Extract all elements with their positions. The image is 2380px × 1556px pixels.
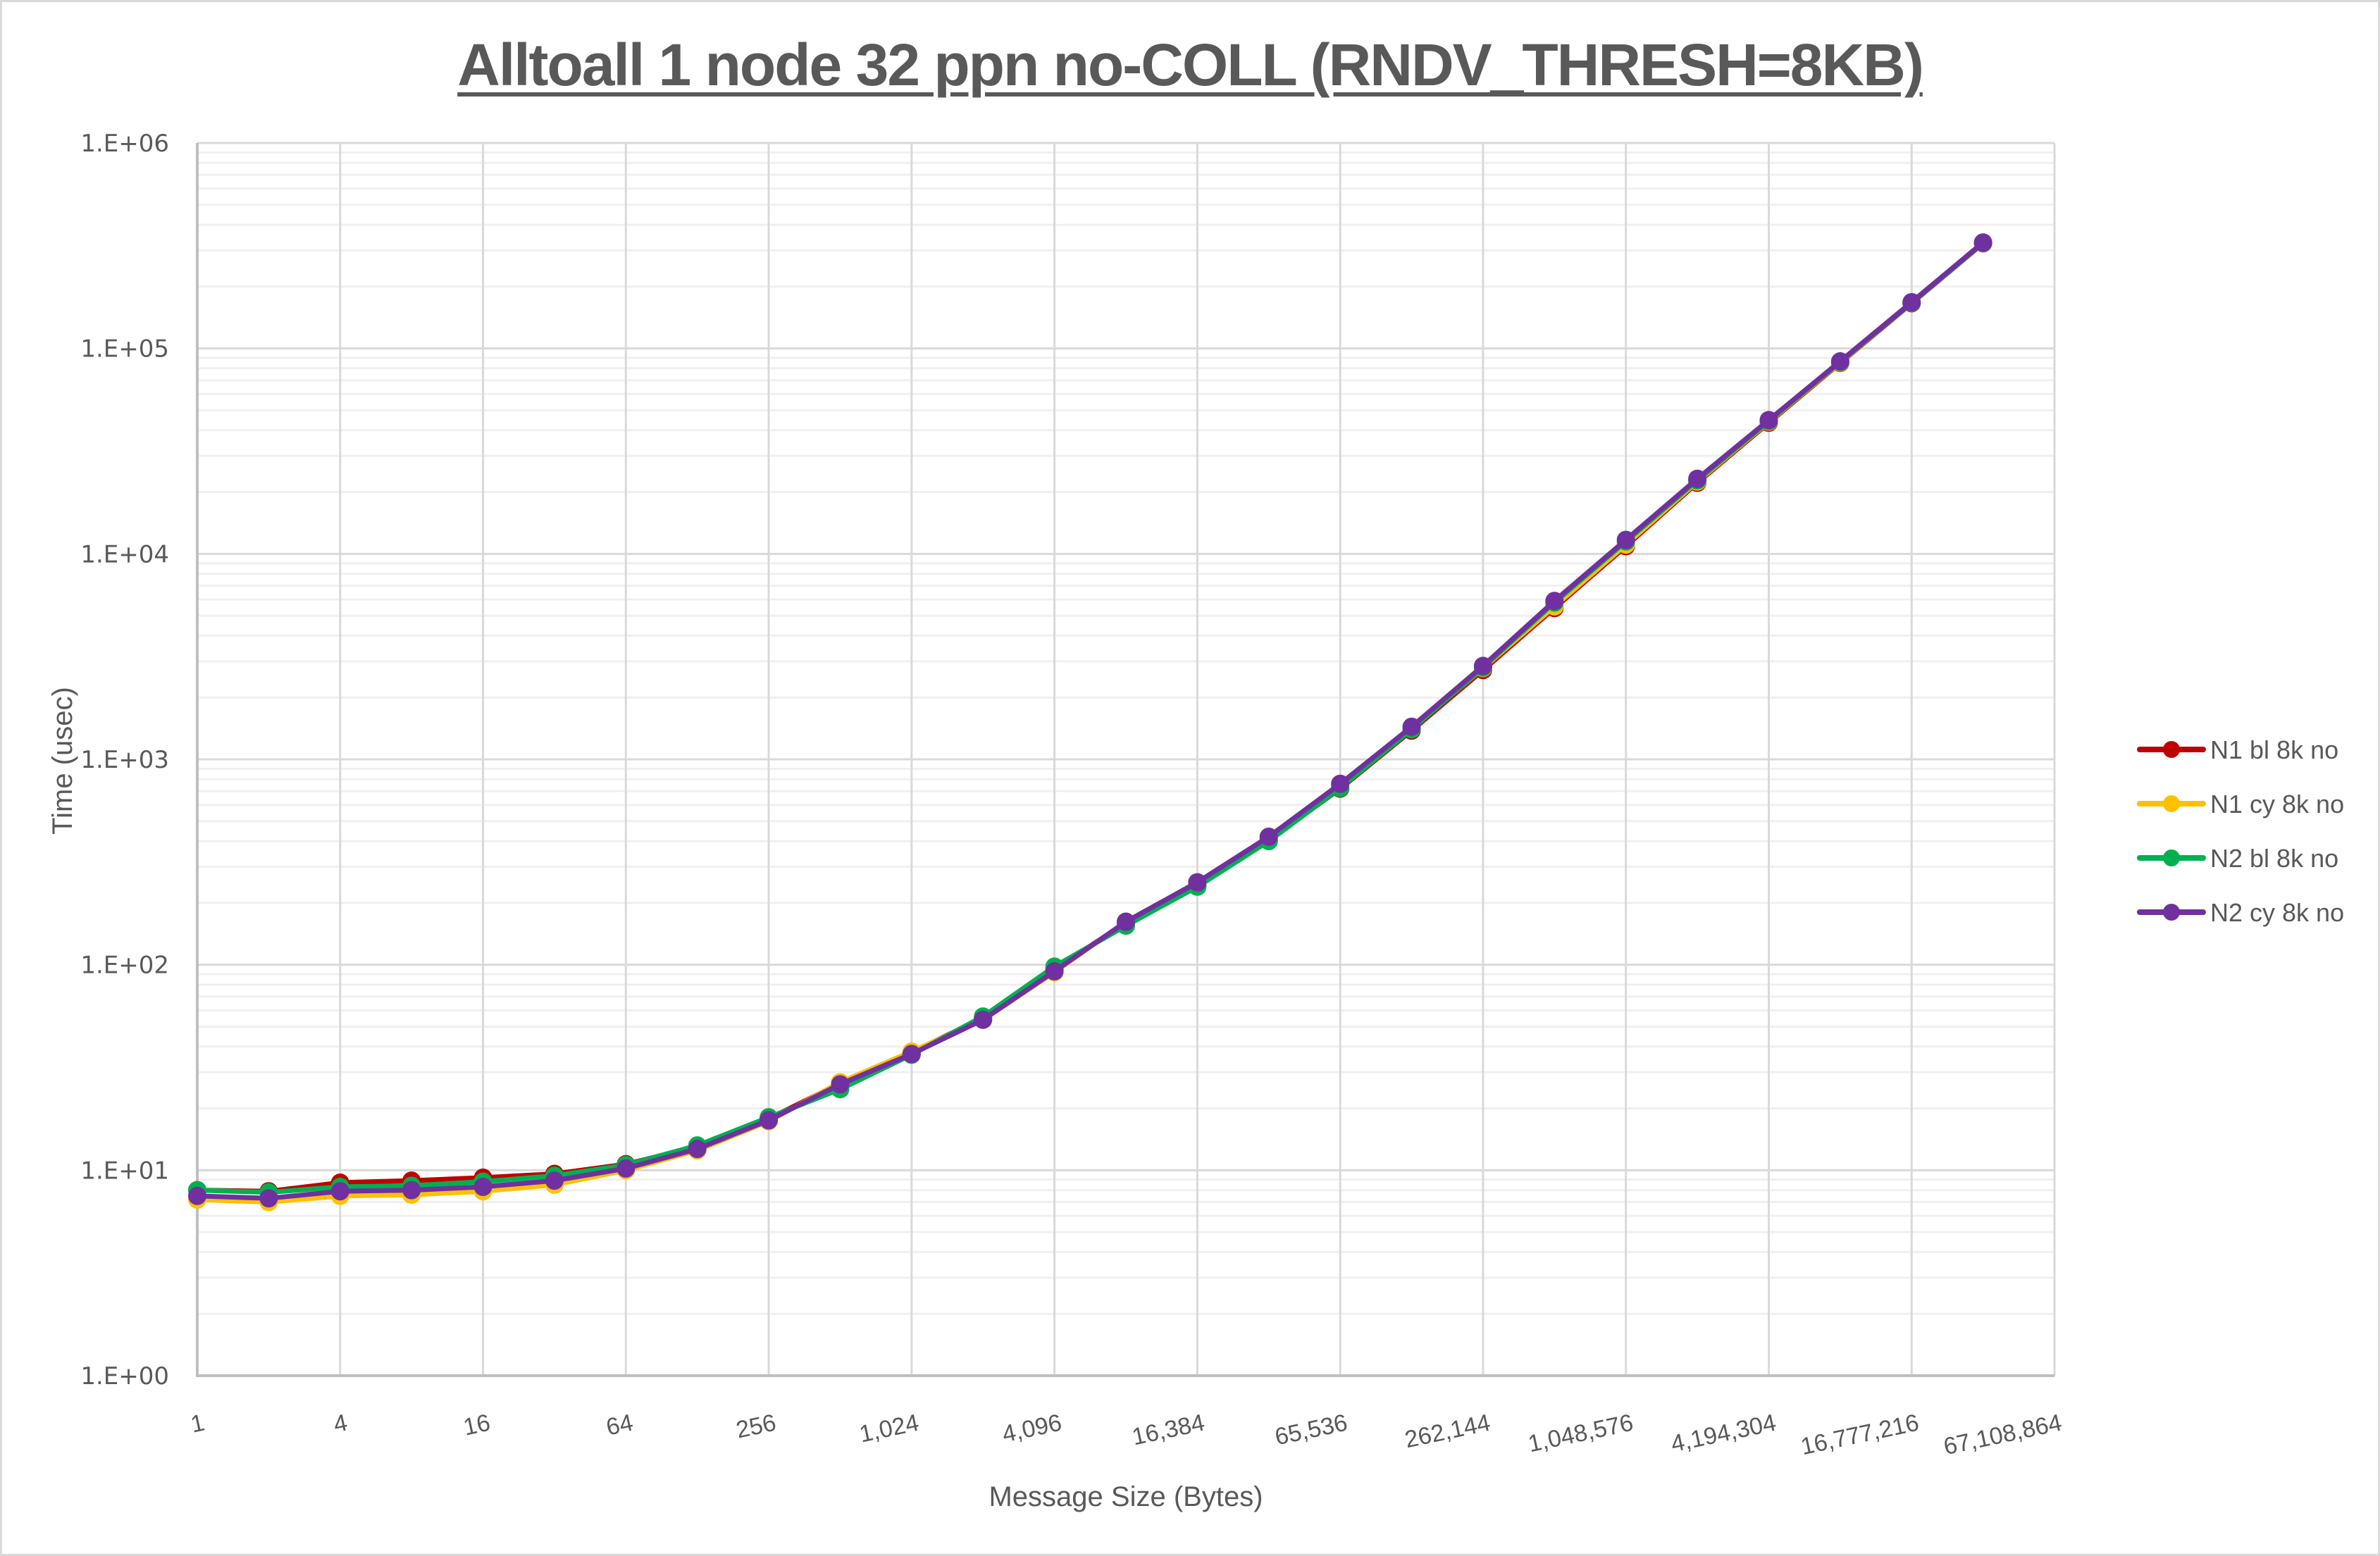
data-point-marker	[1830, 352, 1849, 371]
x-tick-label: 256	[733, 1409, 778, 1444]
series-line	[197, 240, 1985, 1201]
series-n1-bl-8k-no	[188, 234, 1992, 1201]
data-point-marker	[974, 1010, 993, 1029]
y-axis-tick-labels: 1.E+00 1.E+01 1.E+02 1.E+03 1.E+04 1.E+05 1.E+…	[80, 130, 169, 1390]
y-tick-label: 1.E+02	[80, 952, 169, 980]
legend: N1 bl 8k no N1 cy 8k no N2 bl 8k no N2 cy 8…	[2137, 735, 2344, 927]
minor-gridlines	[197, 151, 2054, 1315]
data-point-marker	[1402, 717, 1421, 736]
x-tick-label: 262,144	[1402, 1409, 1492, 1454]
x-tick-label: 65,536	[1272, 1409, 1350, 1451]
data-point-marker	[1188, 873, 1207, 892]
x-tick-label: 64	[604, 1409, 636, 1441]
y-axis-title: Time (usec)	[47, 687, 78, 835]
data-point-marker	[1973, 233, 1992, 252]
series-lines	[188, 233, 1992, 1212]
data-point-marker	[259, 1189, 278, 1208]
legend-item: N2 bl 8k no	[2137, 844, 2338, 873]
data-point-marker	[1117, 912, 1135, 931]
x-tick-label: 4	[331, 1409, 349, 1438]
series-line	[197, 241, 1985, 1194]
data-point-marker	[760, 1111, 779, 1130]
x-tick-label: 4,096	[1000, 1409, 1064, 1448]
legend-marker-icon	[2163, 849, 2180, 866]
data-point-marker	[473, 1177, 492, 1196]
legend-label: N1 cy 8k no	[2210, 790, 2344, 819]
legend-label: N2 cy 8k no	[2210, 898, 2344, 927]
series-line	[197, 241, 1985, 1195]
data-point-marker	[688, 1140, 707, 1159]
y-tick-label: 1.E+00	[80, 1362, 169, 1390]
legend-marker-icon	[2163, 741, 2180, 758]
y-tick-label: 1.E+04	[80, 540, 169, 568]
x-tick-label: 4,194,304	[1668, 1409, 1778, 1458]
legend-label: N1 bl 8k no	[2210, 735, 2338, 764]
data-point-marker	[1259, 827, 1278, 846]
series-line	[197, 241, 1985, 1205]
data-point-marker	[1688, 469, 1707, 488]
x-tick-label: 1,048,576	[1525, 1409, 1635, 1458]
legend-marker-icon	[2163, 904, 2180, 921]
data-point-marker	[1759, 411, 1778, 430]
x-tick-label: 1,024	[857, 1409, 921, 1448]
data-point-marker	[545, 1171, 564, 1190]
y-tick-label: 1.E+05	[80, 335, 169, 363]
axes	[196, 143, 2054, 1377]
x-tick-label: 1	[188, 1409, 206, 1438]
x-axis-title: Message Size (Bytes)	[988, 1481, 1263, 1512]
series-n2-bl-8k-no	[188, 233, 1992, 1202]
data-point-marker	[402, 1181, 421, 1200]
data-point-marker	[831, 1075, 850, 1094]
chart-title: Alltoall 1 node 32 ppn no-COLL (RNDV_THR…	[457, 32, 1924, 98]
data-point-marker	[1545, 592, 1564, 611]
legend-marker-icon	[2163, 795, 2180, 812]
data-point-marker	[616, 1159, 636, 1178]
data-point-marker	[330, 1182, 349, 1201]
series-n2-cy-8k-no	[188, 233, 1992, 1208]
data-point-marker	[1331, 774, 1350, 793]
data-point-marker	[188, 1186, 206, 1205]
y-tick-label: 1.E+06	[80, 130, 169, 158]
legend-item: N1 bl 8k no	[2137, 735, 2338, 764]
data-point-marker	[1902, 292, 1921, 311]
x-tick-label: 16,777,216	[1799, 1409, 1921, 1461]
data-point-marker	[1616, 530, 1635, 549]
data-point-marker	[902, 1045, 921, 1064]
legend-label: N2 bl 8k no	[2210, 844, 2338, 873]
x-axis-tick-labels: 1 4 16 64 256 1,024 4,096 16,384 65,536 262,144 1,…	[188, 1409, 2064, 1461]
y-tick-label: 1.E+01	[80, 1157, 169, 1185]
x-tick-label: 16,384	[1129, 1409, 1207, 1451]
legend-item: N2 cy 8k no	[2137, 898, 2344, 927]
legend-item: N1 cy 8k no	[2137, 790, 2344, 819]
data-point-marker	[1045, 961, 1064, 981]
x-tick-label: 67,108,864	[1941, 1409, 2064, 1461]
data-point-marker	[1473, 656, 1492, 676]
x-tick-label: 16	[461, 1409, 492, 1441]
y-tick-label: 1.E+03	[80, 746, 169, 774]
